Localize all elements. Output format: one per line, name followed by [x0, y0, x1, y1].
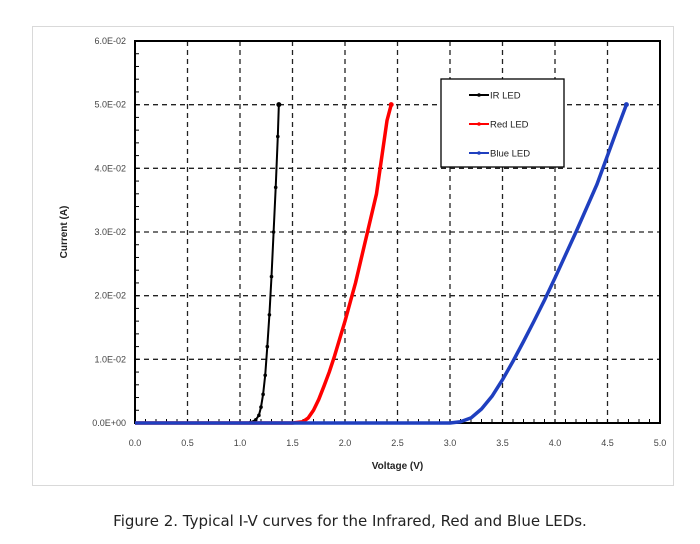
y-tick-label: 1.0E-02 [94, 354, 126, 364]
x-tick-label: 0.0 [129, 438, 142, 448]
x-axis-label: Voltage (V) [372, 461, 423, 472]
y-tick-label: 2.0E-02 [94, 291, 126, 301]
data-marker [265, 344, 270, 349]
legend-label: Blue LED [490, 149, 530, 160]
series-line-ir-led [135, 104, 280, 424]
y-axis-label: Current (A) [59, 206, 70, 259]
data-marker [276, 134, 280, 139]
legend-marker [477, 93, 481, 97]
legend-label: IR LED [490, 91, 521, 102]
y-tick-label: 6.0E-02 [94, 36, 126, 46]
data-marker [261, 392, 265, 397]
data-marker [273, 185, 278, 190]
x-tick-label: 4.5 [601, 438, 614, 448]
series-line-blue-led [135, 104, 629, 425]
data-marker [259, 405, 263, 409]
x-tick-label: 2.5 [391, 438, 404, 448]
x-tick-label: 5.0 [654, 438, 667, 448]
x-tick-label: 0.5 [181, 438, 194, 448]
legend-marker [477, 122, 481, 126]
legend-label: Red LED [490, 120, 529, 131]
x-tick-label: 1.0 [234, 438, 247, 448]
series-end-marker [623, 102, 629, 108]
figure-caption: Figure 2. Typical I-V curves for the Inf… [113, 512, 587, 530]
data-marker [253, 418, 258, 422]
iv-curve-chart: 0.0 0.5 1.0 1.5 2.0 2.5 3.0 3.5 4.0 4.5 5.0 0.0E+00… [59, 36, 667, 472]
legend-box [440, 78, 565, 168]
data-marker [269, 274, 274, 279]
data-marker [271, 230, 276, 234]
x-tick-label: 2.0 [339, 438, 352, 448]
x-tick-label: 3.5 [496, 438, 509, 448]
legend-marker [477, 151, 481, 155]
data-marker [263, 373, 267, 378]
x-tick-label: 3.0 [444, 438, 457, 448]
y-tick-label: 0.0E+00 [92, 418, 126, 428]
series-end-marker [276, 102, 282, 108]
y-tick-label: 3.0E-02 [94, 227, 126, 237]
data-marker [267, 312, 272, 317]
series-end-marker [388, 102, 394, 108]
x-tick-label: 4.0 [549, 438, 562, 448]
y-tick-label: 5.0E-02 [94, 100, 126, 110]
y-tick-label: 4.0E-02 [94, 163, 126, 173]
x-tick-label: 1.5 [286, 438, 299, 448]
chart-frame: 0.0 0.5 1.0 1.5 2.0 2.5 3.0 3.5 4.0 4.5 5.0 0.0E+00… [32, 26, 674, 486]
series-line-red-led [135, 104, 393, 425]
data-marker [257, 413, 261, 418]
